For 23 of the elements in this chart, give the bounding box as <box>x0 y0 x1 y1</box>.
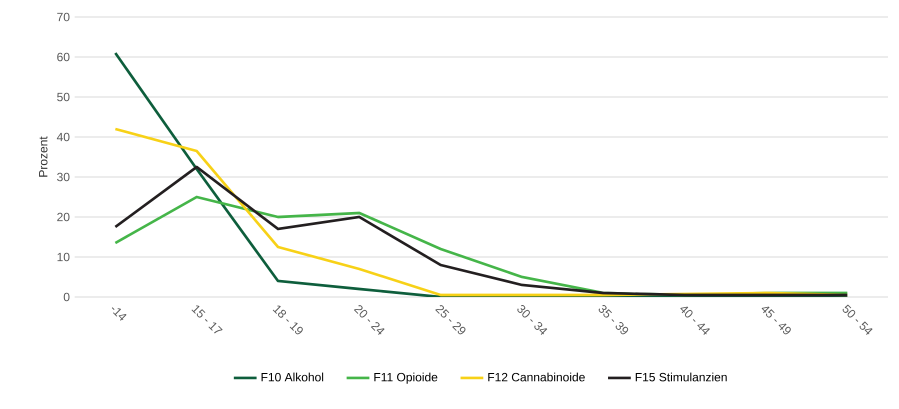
legend-label: F10 Alkohol <box>262 372 324 382</box>
legend-label: F12 Cannabinoide <box>488 372 585 382</box>
x-tick-label: 35 - 39 <box>598 305 628 334</box>
x-tick-label: -14 <box>112 307 127 321</box>
y-tick-label: 40 <box>56 132 70 142</box>
y-tick-label: 0 <box>64 292 70 302</box>
y-tick-label: 60 <box>57 52 70 62</box>
legend-label: F15 Stimulanzien <box>636 372 727 382</box>
x-tick-label: 40 - 44 <box>680 306 710 335</box>
legend-label: F11 Opioide <box>374 372 438 384</box>
x-tick-label: 45 - 49 <box>762 306 791 334</box>
x-tick-label: 50 - 54 <box>842 304 873 335</box>
x-tick-label: 15 - 17 <box>191 305 223 334</box>
x-tick-label: 30 - 34 <box>517 305 548 335</box>
y-tick-label: 20 <box>57 212 70 222</box>
y-tick-label: 10 <box>58 252 70 262</box>
x-tick-label: 18 - 19 <box>272 305 303 334</box>
x-tick-label: 25 - 29 <box>435 305 466 334</box>
y-tick-label: 70 <box>57 12 70 22</box>
y-axis-title: Prozent <box>39 136 48 177</box>
y-tick-label: 50 <box>57 92 70 102</box>
y-tick-label: 30 <box>57 172 70 182</box>
x-tick-label: 20 - 24 <box>354 305 385 335</box>
